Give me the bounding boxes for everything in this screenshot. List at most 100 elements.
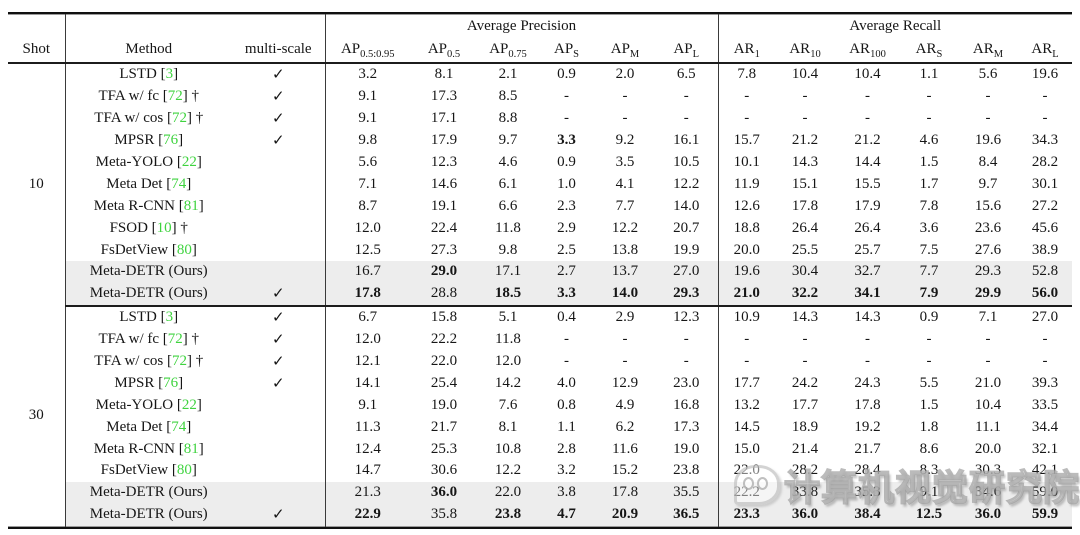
value-cell: 23.8 (655, 460, 719, 482)
value-cell: 4.0 (557, 374, 576, 391)
value-cell: 17.1 (478, 261, 538, 283)
table-row: Meta-DETR (Ours) ✓ 17.8 28.8 18.5 3.3 14.0 29.3… (8, 282, 1073, 307)
value-cell: 20.0 (974, 440, 1002, 457)
value-cell: 2.1 (498, 66, 518, 83)
value-cell: 13.7 (595, 261, 655, 283)
value-cell: 8.4 (978, 154, 998, 170)
citation-number: 74 (171, 418, 187, 435)
value-cell: 0.4 (557, 309, 576, 326)
value-cell: 23.3 (718, 503, 776, 527)
col-header-ap-0.75: AP0.75 (489, 41, 527, 60)
value-cell: - (1042, 353, 1048, 370)
value-cell: - (622, 110, 628, 127)
value-cell: 36.0 (958, 503, 1019, 527)
table-row: MPSR [76] ✓ 9.8 17.9 9.7 3.3 9.2 16.1 15.7 21.2 21… (8, 129, 1072, 152)
value-cell: 8.6 (919, 440, 939, 457)
value-cell: 15.5 (854, 175, 881, 192)
value-cell: 17.1 (430, 110, 458, 127)
table-row: Meta Det [74] 11.3 21.7 8.1 1.1 6.2 17.3 14.5 18… (8, 416, 1072, 439)
value-cell: - (802, 353, 808, 370)
multiscale-empty-cell (232, 217, 326, 240)
value-cell: 35.8 (410, 503, 478, 527)
value-cell: 9.8 (498, 241, 518, 258)
value-cell: - (865, 353, 871, 370)
col-header-ar-100: AR100 (849, 41, 886, 60)
value-cell: - (655, 328, 719, 351)
value-cell: 7.9 (900, 282, 959, 307)
value-cell: 22.4 (430, 219, 458, 236)
table-row: TFA w/ cos [72] † ✓ 12.1 22.0 12.0 - - - - - - - - - (8, 350, 1072, 373)
value-cell: 4.9 (615, 396, 635, 413)
value-cell: 21.7 (854, 440, 881, 457)
value-cell: - (985, 88, 991, 105)
value-cell: 21.0 (718, 282, 776, 307)
value-cell: - (744, 88, 750, 105)
value-cell: 14.0 (595, 282, 655, 307)
method-cell: MPSR [76] (114, 374, 184, 391)
table-row: Meta-DETR (Ours) ✓ 22.9 35.8 23.8 4.7 20.9 36.5… (8, 503, 1073, 527)
multiscale-empty-cell (232, 460, 326, 482)
value-cell: 24.2 (791, 374, 819, 391)
citation-number: 81 (183, 197, 199, 214)
value-cell: 36.0 (775, 503, 836, 527)
value-cell: 12.1 (354, 353, 381, 370)
value-cell: - (865, 88, 871, 105)
value-cell: 23.0 (655, 372, 719, 395)
value-cell: 59.0 (1018, 481, 1073, 504)
value-cell: 2.9 (615, 309, 635, 326)
value-cell: 39.3 (1031, 374, 1059, 391)
value-cell: 15.1 (791, 175, 819, 192)
table-row: Meta-YOLO [22] 9.1 19.0 7.6 0.8 4.9 16.8 13.2 17… (8, 394, 1072, 417)
value-cell: 34.1 (835, 282, 901, 307)
citation-number: 76 (163, 374, 179, 391)
value-cell: 19.0 (430, 396, 458, 413)
value-cell: 12.0 (494, 353, 522, 370)
value-cell: 22.2 (718, 481, 776, 504)
value-cell: 18.8 (733, 219, 760, 236)
value-cell: 3.8 (538, 481, 595, 504)
value-cell: 29.3 (958, 261, 1019, 283)
table-row: Meta-DETR (Ours) 16.7 29.0 17.1 2.7 13.7 27.0 1… (8, 261, 1073, 283)
value-cell: 7.7 (900, 261, 959, 283)
multiscale-checkmark-cell: ✓ (232, 85, 326, 108)
value-cell: 21.3 (325, 481, 410, 504)
value-cell: 15.8 (430, 309, 458, 326)
value-cell: 3.6 (919, 219, 939, 236)
value-cell: 12.0 (354, 331, 381, 348)
value-cell: 29.3 (655, 282, 719, 307)
value-cell: 7.7 (615, 197, 635, 214)
value-cell: 19.6 (974, 132, 1002, 149)
value-cell: 12.0 (354, 219, 381, 236)
value-cell: 1.5 (919, 154, 939, 170)
value-cell: 14.3 (791, 309, 819, 326)
table-row: Meta-DETR (Ours) 21.3 36.0 22.0 3.8 17.8 35.5 2… (8, 481, 1073, 504)
group-header-average-recall: Average Recall (849, 17, 942, 34)
method-cell: Meta-DETR (Ours) (65, 282, 232, 307)
method-cell: TFA w/ cos [72] † (94, 110, 204, 127)
value-cell: 1.5 (919, 396, 939, 413)
col-header-ar-S: ARS (915, 41, 943, 60)
method-cell: Meta R-CNN [81] (93, 197, 204, 214)
value-cell: - (744, 331, 750, 348)
multiscale-checkmark-cell: ✓ (232, 305, 326, 329)
value-cell: 11.1 (975, 418, 1001, 435)
col-header-ar-M: ARM (972, 41, 1004, 60)
value-cell: 0.9 (557, 66, 576, 83)
citation-number: 74 (171, 175, 187, 192)
value-cell: 8.1 (498, 418, 518, 435)
method-cell: TFA w/ fc [72] † (98, 88, 200, 105)
value-cell: 19.0 (655, 438, 719, 461)
value-cell: 33.5 (1031, 396, 1059, 413)
value-cell: 10.5 (655, 151, 719, 174)
citation-number: 22 (181, 154, 197, 170)
multiscale-checkmark-cell: ✓ (232, 350, 326, 373)
value-cell: 5.5 (919, 374, 939, 391)
col-header-ar-10: AR10 (789, 41, 821, 60)
value-cell: 52.8 (1018, 261, 1073, 283)
table-row: TFA w/ fc [72] † ✓ 12.0 22.2 11.8 - - - - - - - - - (8, 328, 1072, 351)
value-cell: 11.8 (495, 219, 521, 236)
value-cell: 15.6 (974, 197, 1002, 214)
method-cell: TFA w/ cos [72] † (94, 353, 204, 370)
table-row: Meta R-CNN [81] 8.7 19.1 6.6 2.3 7.7 14.0 12.6 1… (8, 195, 1072, 218)
value-cell: 14.3 (791, 154, 819, 170)
